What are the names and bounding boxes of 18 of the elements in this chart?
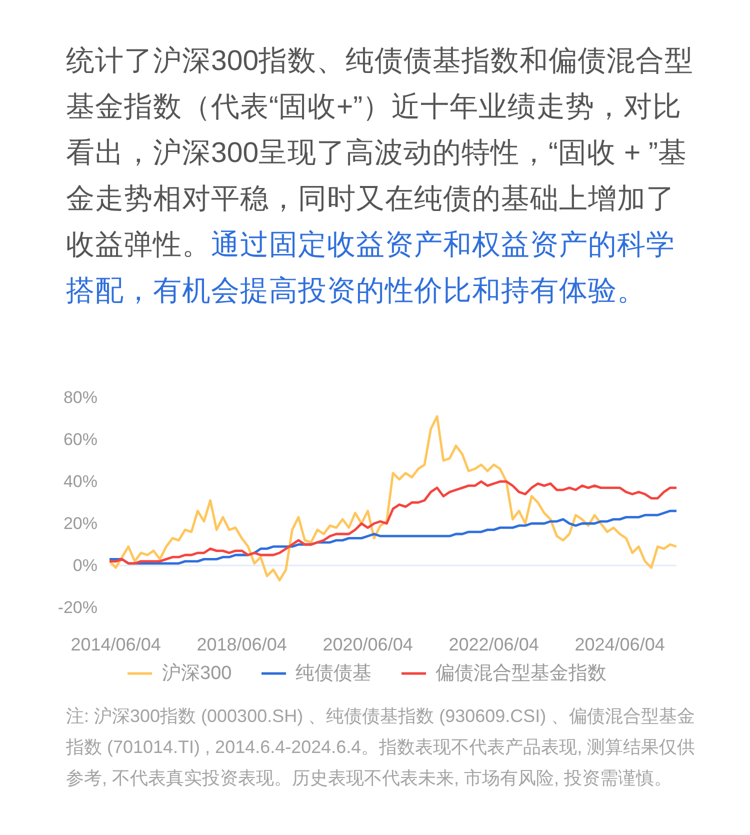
y-tick-label: 60% <box>63 430 98 449</box>
legend-label: 偏债混合型基金指数 <box>436 662 607 686</box>
legend-label: 沪深300 <box>162 662 232 686</box>
y-tick-label: -20% <box>58 598 98 617</box>
line-series <box>110 415 676 582</box>
line-series <box>110 480 676 565</box>
line-series <box>110 510 676 565</box>
x-tick-label: 2022/06/04 <box>448 634 539 654</box>
x-tick-label: 2020/06/04 <box>322 634 413 654</box>
y-tick-label: 80% <box>63 388 98 407</box>
y-tick-label: 40% <box>63 472 98 491</box>
legend-label: 纯债债基 <box>296 662 372 686</box>
x-tick-label: 2018/06/04 <box>196 634 287 654</box>
y-tick-label: 20% <box>63 514 98 533</box>
y-tick-label: 0% <box>72 556 98 575</box>
x-tick-label: 2024/06/04 <box>574 634 665 654</box>
x-tick-label: 2014/06/04 <box>70 634 161 654</box>
text: 注: 沪深300指数 (000300.SH) 、纯债债基指数 (930609.CSI) 、偏债混合型基金指数 (701014.TI) , 2014.6.4-2024.6.4。指数表现不代表产品表现, 测算结果仅供参考, 不代表真实投资表现。历史表现不代表未来, 市场有风险, 投资需谨慎。 <box>66 705 696 790</box>
